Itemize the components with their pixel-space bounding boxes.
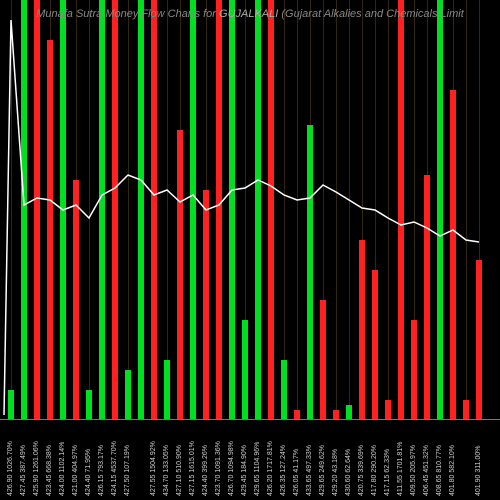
grid-line xyxy=(349,0,350,420)
grid-line xyxy=(284,0,285,420)
x-label: 426.90 1026.70% xyxy=(7,441,14,496)
bar xyxy=(177,130,183,420)
grid-line xyxy=(128,0,129,420)
x-label: 424.40 399.26% xyxy=(202,445,209,496)
bar xyxy=(372,270,378,420)
x-label: 426.35 127.24% xyxy=(280,445,287,496)
bar xyxy=(424,175,430,420)
bar xyxy=(307,125,313,420)
x-label: 411.55 1701.81% xyxy=(397,442,404,496)
x-label: 427.15 1615.01% xyxy=(189,441,196,496)
x-label: 417.80 290.20% xyxy=(371,445,378,496)
bar xyxy=(398,0,404,420)
bar xyxy=(60,0,66,420)
grid-line xyxy=(466,0,467,420)
grid-line xyxy=(167,0,168,420)
x-label: 426.15 793.17% xyxy=(98,445,105,496)
x-label: 409.50 205.97% xyxy=(410,445,417,496)
bar xyxy=(99,0,105,420)
x-label: 424.00 1102.14% xyxy=(59,442,66,496)
x-label: 423.70 1091.36% xyxy=(215,441,222,496)
grid-line xyxy=(11,0,12,420)
bar xyxy=(125,370,131,420)
grid-line xyxy=(336,0,337,420)
bar xyxy=(476,260,482,420)
x-label: 429.20 43.18% xyxy=(332,449,339,496)
x-label: 427.45 387.49% xyxy=(20,445,27,496)
bar xyxy=(268,0,274,420)
bar xyxy=(242,320,248,420)
bar xyxy=(320,300,326,420)
x-label: 417.15 62.33% xyxy=(384,449,391,496)
bar xyxy=(21,0,27,420)
x-label: 425.90 1261.06% xyxy=(33,441,40,496)
x-label: 433.65 497.33% xyxy=(306,445,313,496)
bar xyxy=(164,360,170,420)
bar xyxy=(229,0,235,420)
grid-line xyxy=(388,0,389,420)
bar xyxy=(151,0,157,420)
x-label: 406.45 451.32% xyxy=(423,445,430,496)
x-axis-labels: 426.90 1026.70% 427.45 387.49% 425.90 1261… xyxy=(0,420,500,500)
bar xyxy=(112,0,118,420)
x-label: 429.65 1104.96% xyxy=(254,442,261,496)
x-label: 424.15 4537.70% xyxy=(111,441,118,496)
bar xyxy=(346,405,352,420)
x-label: 426.05 41.17% xyxy=(293,449,300,496)
x-label: 429.45 184.90% xyxy=(241,445,248,496)
bar xyxy=(255,0,261,420)
x-label: 424.40 71.95% xyxy=(85,449,92,496)
x-label: 427.55 1504.92% xyxy=(150,441,157,496)
bar xyxy=(203,190,209,420)
bar xyxy=(463,400,469,420)
x-label: 427.50 107.19% xyxy=(124,445,131,496)
x-label: 426.20 1717.81% xyxy=(267,441,274,496)
bar xyxy=(47,40,53,420)
x-label: 401.90 311.00% xyxy=(475,446,482,496)
bar xyxy=(450,90,456,420)
x-label: 408.65 810.77% xyxy=(436,445,443,496)
bar xyxy=(411,320,417,420)
x-label: 434.70 133.05% xyxy=(163,445,170,496)
x-label: 423.45 668.38% xyxy=(46,445,53,496)
bar xyxy=(73,180,79,420)
x-label: 421.00 404.97% xyxy=(72,445,79,496)
x-label: 429.65 249.62% xyxy=(319,445,326,496)
x-label: 426.70 1094.98% xyxy=(228,441,235,496)
bar xyxy=(190,0,196,420)
bar xyxy=(34,0,40,420)
bar xyxy=(359,240,365,420)
bar xyxy=(281,360,287,420)
grid-line xyxy=(89,0,90,420)
bar xyxy=(138,0,144,420)
x-label: 430.60 62.64% xyxy=(345,449,352,496)
x-label: 420.75 339.69% xyxy=(358,445,365,496)
grid-line xyxy=(297,0,298,420)
x-label: 401.80 582.10% xyxy=(449,445,456,496)
bar xyxy=(437,0,443,420)
bar xyxy=(216,0,222,420)
x-label: 427.10 510.90% xyxy=(176,445,183,496)
bar xyxy=(385,400,391,420)
bar xyxy=(8,390,14,420)
bar xyxy=(86,390,92,420)
